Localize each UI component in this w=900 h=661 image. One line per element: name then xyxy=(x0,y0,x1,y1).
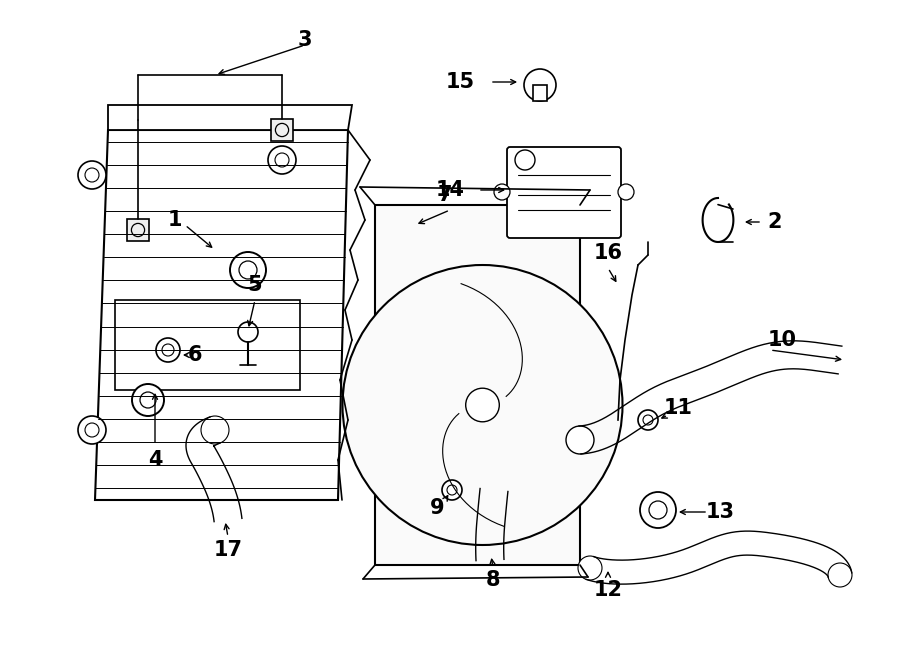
Circle shape xyxy=(78,161,106,189)
Circle shape xyxy=(578,556,602,580)
Text: 1: 1 xyxy=(167,210,182,230)
Text: 11: 11 xyxy=(663,398,692,418)
Polygon shape xyxy=(127,219,149,241)
Text: 13: 13 xyxy=(706,502,734,522)
Circle shape xyxy=(442,480,462,500)
Circle shape xyxy=(162,344,174,356)
Text: 9: 9 xyxy=(429,498,445,518)
Circle shape xyxy=(494,184,510,200)
Text: 10: 10 xyxy=(768,330,796,350)
Circle shape xyxy=(515,150,535,170)
Circle shape xyxy=(649,501,667,519)
Bar xyxy=(375,205,580,565)
Circle shape xyxy=(140,392,156,408)
Polygon shape xyxy=(108,105,352,130)
Circle shape xyxy=(85,423,99,437)
Circle shape xyxy=(343,265,623,545)
Circle shape xyxy=(156,338,180,362)
FancyBboxPatch shape xyxy=(507,147,621,238)
Text: 3: 3 xyxy=(298,30,312,50)
Circle shape xyxy=(638,410,658,430)
Circle shape xyxy=(643,415,653,425)
Text: 5: 5 xyxy=(248,275,262,295)
Circle shape xyxy=(828,563,852,587)
Circle shape xyxy=(566,426,594,454)
Circle shape xyxy=(618,184,634,200)
Text: 4: 4 xyxy=(148,450,162,470)
Circle shape xyxy=(238,322,258,342)
Bar xyxy=(533,85,547,101)
Text: 7: 7 xyxy=(437,185,452,205)
Text: 17: 17 xyxy=(213,540,242,560)
Circle shape xyxy=(275,124,289,137)
Text: 12: 12 xyxy=(593,580,623,600)
Text: 2: 2 xyxy=(768,212,782,232)
Circle shape xyxy=(447,485,457,495)
Circle shape xyxy=(85,168,99,182)
Circle shape xyxy=(78,416,106,444)
Polygon shape xyxy=(95,130,348,500)
Circle shape xyxy=(230,252,266,288)
Circle shape xyxy=(640,492,676,528)
Circle shape xyxy=(132,384,164,416)
Text: 8: 8 xyxy=(486,570,500,590)
Bar xyxy=(115,300,300,390)
Text: 16: 16 xyxy=(593,243,623,263)
Circle shape xyxy=(201,416,229,444)
Polygon shape xyxy=(271,119,293,141)
Circle shape xyxy=(131,223,145,237)
Text: 6: 6 xyxy=(188,345,202,365)
Text: 14: 14 xyxy=(436,180,464,200)
Circle shape xyxy=(465,388,500,422)
Circle shape xyxy=(275,153,289,167)
Circle shape xyxy=(524,69,556,101)
Text: 15: 15 xyxy=(446,72,474,92)
Circle shape xyxy=(239,261,257,279)
Circle shape xyxy=(268,146,296,174)
